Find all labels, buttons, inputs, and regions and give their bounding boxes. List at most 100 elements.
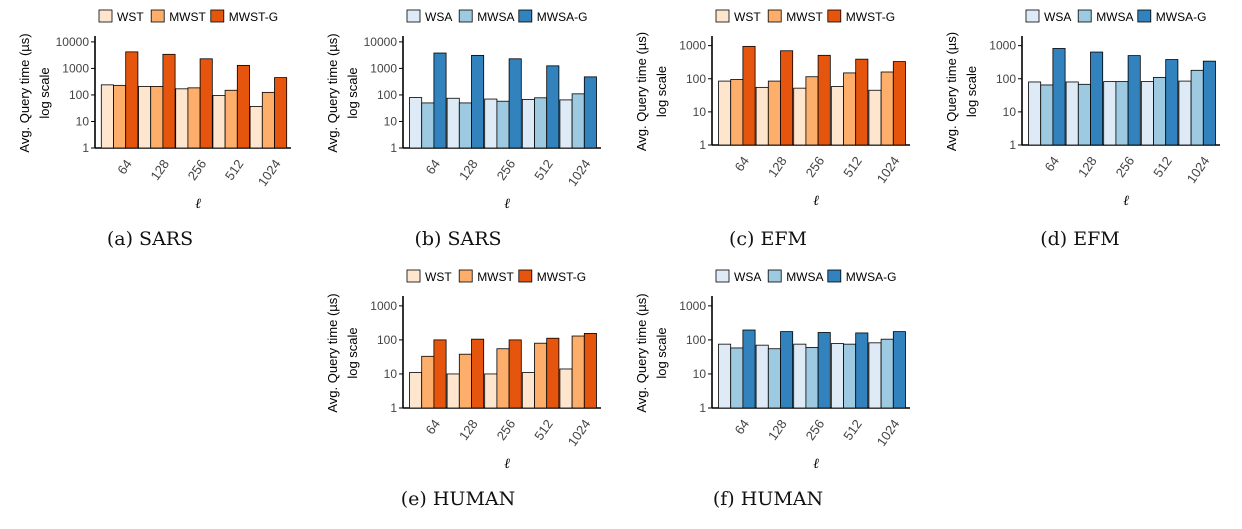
legend-label: MWST-G [537, 270, 586, 284]
legend-swatch [1077, 9, 1092, 23]
bar [261, 91, 275, 149]
legend-label: MWST [786, 10, 823, 24]
legend-swatch [767, 9, 782, 23]
bar [855, 58, 869, 146]
panel-caption: (e) HUMAN [400, 488, 516, 510]
x-tick-label: 1024 [874, 154, 903, 186]
bar [868, 342, 882, 409]
panel-caption: (a) SARS [106, 228, 194, 250]
bar [508, 339, 522, 409]
x-tick-label: 512 [531, 417, 556, 443]
y-tick-label: 1 [699, 401, 706, 415]
y-axis-subtitle: log scale [345, 67, 360, 118]
bar [880, 338, 894, 409]
bar [1028, 81, 1042, 146]
bar [534, 342, 548, 409]
bar [730, 347, 744, 409]
chart-panel-3: 1 10 100 1000 Avg. Query time (µs) log scale 6… [634, 9, 910, 209]
y-axis-title: Avg. Query time (µs) [634, 32, 649, 151]
y-tick-label: 1000 [370, 61, 397, 75]
y-axis-title: Avg. Query time (µs) [17, 33, 32, 152]
legend-label: MWST-G [846, 10, 895, 24]
bar [1140, 81, 1154, 146]
x-tick-label: 64 [1042, 154, 1063, 174]
bar [892, 331, 906, 409]
legend-label: WST [734, 10, 761, 24]
bar [793, 343, 807, 409]
y-tick-label: 10 [1003, 105, 1017, 119]
x-tick-label: 1024 [565, 157, 594, 189]
y-axis-subtitle: log scale [654, 66, 669, 117]
bar [274, 77, 288, 149]
panel-caption: (b) SARS [414, 228, 502, 250]
bar [880, 71, 894, 146]
bar [1190, 69, 1204, 146]
x-tick-label: 512 [840, 417, 865, 443]
y-tick-label: 10 [384, 114, 398, 128]
chart-panel-4: 1 10 100 1000 Avg. Query time (µs) log scale 6… [944, 9, 1220, 209]
bar [730, 79, 744, 146]
bar [559, 99, 573, 149]
y-axis-subtitle: log scale [964, 66, 979, 117]
bar [571, 93, 585, 149]
bar [805, 76, 819, 146]
bar [1165, 59, 1179, 146]
bar [409, 97, 423, 149]
legend-label: WSA [1044, 10, 1071, 24]
legend-swatch [767, 269, 782, 283]
y-axis-subtitle: log scale [654, 327, 669, 378]
bar [817, 332, 831, 409]
legend-swatch [827, 269, 842, 283]
legend-swatch [518, 269, 533, 283]
bar [755, 86, 769, 146]
bar [496, 348, 510, 409]
chart-panel-1: 1 10 100 1000 10000 Avg. Query time (µs) log s… [17, 9, 291, 212]
x-tick-label: 64 [423, 157, 444, 177]
legend-swatch [98, 9, 113, 23]
y-tick-label: 1000 [679, 299, 706, 313]
x-tick-label: 64 [423, 417, 444, 437]
bar [718, 343, 732, 409]
y-tick-label: 100 [686, 333, 706, 347]
y-tick-label: 10000 [56, 35, 90, 49]
y-tick-label: 1000 [989, 39, 1016, 53]
y-tick-label: 10 [76, 114, 90, 128]
bar [175, 88, 189, 149]
bar [100, 84, 114, 149]
legend-swatch [715, 9, 730, 23]
legend-swatch [406, 9, 421, 23]
y-axis-subtitle: log scale [37, 67, 52, 118]
y-axis-subtitle: log scale [345, 327, 360, 378]
legend-label: MWSA-G [1156, 10, 1207, 24]
bar [1153, 76, 1167, 146]
bar [1202, 60, 1216, 146]
legend-label: WST [117, 10, 144, 24]
bar [780, 331, 794, 409]
legend-label: WSA [734, 270, 761, 284]
x-tick-label: 64 [732, 154, 753, 174]
legend-swatch [406, 269, 421, 283]
bar [843, 343, 857, 409]
x-tick-label: 512 [531, 157, 556, 183]
x-tick-label: 1024 [565, 417, 594, 449]
legend-label: MWST [169, 10, 206, 24]
bar [742, 329, 756, 409]
legend-swatch [1137, 9, 1152, 23]
x-tick-label: 128 [765, 417, 790, 443]
bar [1052, 48, 1066, 146]
x-tick-label: 128 [456, 157, 481, 183]
y-tick-label: 100 [686, 72, 706, 86]
panel-caption: (d) EFM [1040, 228, 1120, 250]
bar [521, 98, 535, 149]
x-tick-label: 256 [494, 157, 519, 183]
legend-label: MWSA [477, 10, 514, 24]
bar [484, 373, 498, 409]
bar [187, 87, 201, 149]
x-tick-label: 512 [840, 154, 865, 180]
bar [125, 51, 139, 149]
bar [433, 339, 447, 409]
x-axis-title: ℓ [813, 456, 819, 472]
bar [471, 338, 485, 409]
